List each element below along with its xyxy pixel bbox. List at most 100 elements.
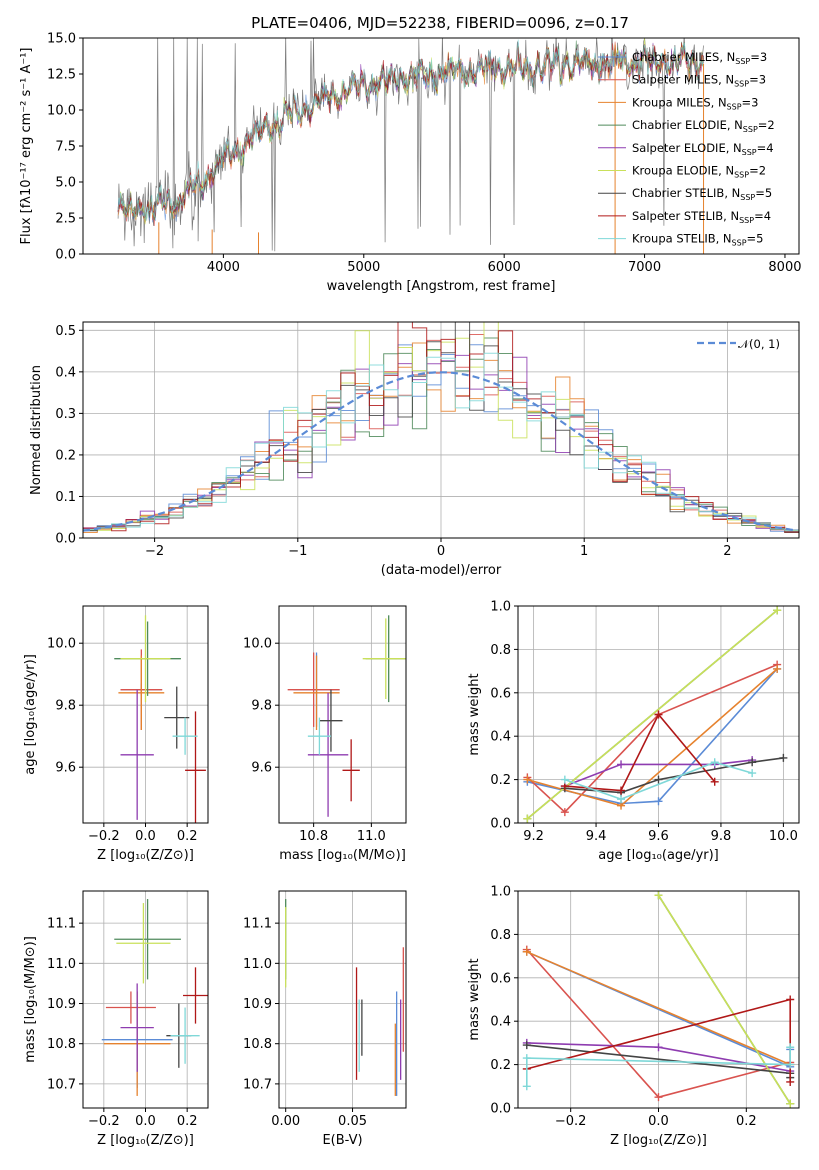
y-tick-label: 0.4	[55, 365, 76, 380]
weight-marker	[654, 1093, 663, 1102]
weight-line	[657, 894, 791, 1105]
axes-frame	[517, 605, 800, 824]
panel-age-vs-mass: 10.8 11.0 9.6 9.8 10.0 mass [log₁₀(M/M⊙)]	[243, 605, 407, 863]
x-tick-label: 9.8	[711, 829, 732, 844]
weight-line	[526, 951, 791, 1066]
x-axis-label: E(B-V)	[322, 1133, 362, 1148]
legend-value: =3	[749, 73, 766, 87]
weight-marker	[522, 1054, 531, 1063]
weight-marker	[654, 797, 663, 806]
y-tick-label: 9.8	[55, 699, 76, 714]
axes-frame	[278, 890, 407, 1109]
plot-area	[114, 615, 206, 823]
x-tick-label: −0.2	[88, 829, 120, 844]
x-axis-label: age [log₁₀(age/yr)]	[598, 848, 719, 863]
y-tick-label: 11.1	[243, 917, 272, 932]
residual-histogram	[83, 342, 799, 533]
y-tick-label: 12.5	[47, 68, 76, 83]
weight-line	[564, 713, 716, 792]
y-tick-label: 0.2	[490, 1058, 511, 1073]
panel-residuals: −2 −1 0 1 2 0.0 0.1 0.2 0.3 0.4 0.5 (data-model)/er…	[29, 321, 800, 578]
weight-marker	[786, 1099, 795, 1108]
x-tick-label: 0.0	[648, 1114, 669, 1129]
weight-marker	[786, 1043, 795, 1052]
y-tick-label: 11.0	[243, 957, 272, 972]
x-axis-label: mass [log₁₀(M/M⊙)]	[279, 848, 406, 863]
weight-marker	[522, 947, 531, 956]
weight-marker	[654, 891, 663, 900]
y-axis-label: Flux [fλ10⁻¹⁷ erg cm⁻² s⁻¹ A⁻¹]	[19, 48, 34, 245]
y-tick-label: 15.0	[47, 32, 76, 47]
x-tick-label: 0.0	[135, 1114, 156, 1129]
weight-marker	[560, 775, 569, 784]
y-tick-label: 10.0	[243, 637, 272, 652]
weight-marker	[522, 1082, 531, 1091]
legend-subscript: SSP	[727, 102, 742, 111]
y-tick-label: 0.0	[55, 248, 76, 263]
y-tick-label: 0.8	[490, 643, 511, 658]
model-spectrum-line	[117, 39, 704, 221]
legend-entry: Kroupa STELIB, NSSP=5	[632, 232, 763, 248]
weight-marker	[654, 1043, 663, 1052]
plot-area	[285, 899, 404, 1096]
y-tick-label: 0.8	[490, 928, 511, 943]
weight-line	[526, 1047, 791, 1087]
y-tick-label: 10.0	[47, 637, 76, 652]
x-axis-label: (data-model)/error	[381, 563, 502, 578]
x-tick-label: −0.2	[88, 1114, 120, 1129]
weight-line	[564, 759, 753, 787]
plot-area	[523, 606, 788, 823]
x-tick-label: 0.00	[271, 1114, 300, 1129]
x-tick-label: 8000	[768, 260, 801, 275]
legend-subscript: SSP	[732, 239, 747, 248]
weight-marker	[710, 758, 719, 767]
axes-frame	[517, 890, 800, 1109]
x-tick-label: 2	[723, 544, 731, 559]
legend-value: =4	[754, 209, 771, 223]
legend-value: =5	[747, 232, 764, 246]
figure-title: PLATE=0406, MJD=52238, FIBERID=0096, z=0…	[251, 14, 629, 32]
y-axis-label: mass [log₁₀(M/M⊙)]	[23, 936, 38, 1063]
weight-marker	[560, 808, 569, 817]
axes-frame	[82, 37, 800, 255]
x-tick-label: 4000	[207, 260, 240, 275]
panel-weight-vs-age: 9.2 9.4 9.6 9.8 10.0 0.0 0.2 0.4 0.6 0.8 1.0 age [l…	[467, 600, 800, 863]
y-tick-label: 0.6	[490, 971, 511, 986]
panel-age-vs-Z: −0.2 0.0 0.2 9.6 9.8 10.0 Z [log₁₀(Z/Z⊙)] age […	[23, 605, 209, 863]
legend-subscript: SSP	[743, 125, 758, 134]
x-tick-label: 1	[580, 544, 588, 559]
legend-value: =3	[750, 50, 767, 64]
axes-frame	[278, 605, 407, 824]
y-axis-label: mass weight	[467, 673, 482, 755]
y-tick-label: 0.2	[490, 773, 511, 788]
weight-marker	[522, 1041, 531, 1050]
legend-value: =5	[755, 186, 772, 200]
weight-marker	[523, 775, 532, 784]
y-tick-label: 0.0	[490, 817, 511, 832]
legend-entry: Salpeter STELIB, NSSP=4	[632, 209, 771, 225]
y-tick-label: 2.5	[55, 212, 76, 227]
legend-subscript: SSP	[735, 57, 750, 66]
weight-marker	[523, 814, 532, 823]
y-axis-label: mass weight	[467, 958, 482, 1040]
weight-marker	[786, 1060, 795, 1069]
plot-area	[101, 899, 208, 1096]
y-tick-label: 10.9	[47, 997, 76, 1012]
y-axis-label: Normed distribution	[29, 365, 44, 495]
y-tick-label: 0.4	[490, 1015, 511, 1030]
x-tick-label: 0.2	[177, 1114, 198, 1129]
weight-marker	[786, 995, 795, 1004]
legend-entry: Chabrier MILES, NSSP=3	[632, 50, 767, 66]
y-tick-label: 9.6	[55, 761, 76, 776]
x-tick-label: −1	[288, 544, 307, 559]
y-tick-label: 10.8	[243, 1037, 272, 1052]
y-tick-label: 10.7	[47, 1077, 76, 1092]
weight-marker	[654, 710, 663, 719]
y-tick-label: 9.8	[251, 699, 272, 714]
y-tick-label: 10.9	[243, 997, 272, 1012]
x-tick-label: 0.2	[177, 829, 198, 844]
legend-entry: Salpeter MILES, NSSP=3	[632, 73, 766, 89]
y-tick-label: 9.6	[251, 761, 272, 776]
weight-line	[526, 663, 778, 814]
